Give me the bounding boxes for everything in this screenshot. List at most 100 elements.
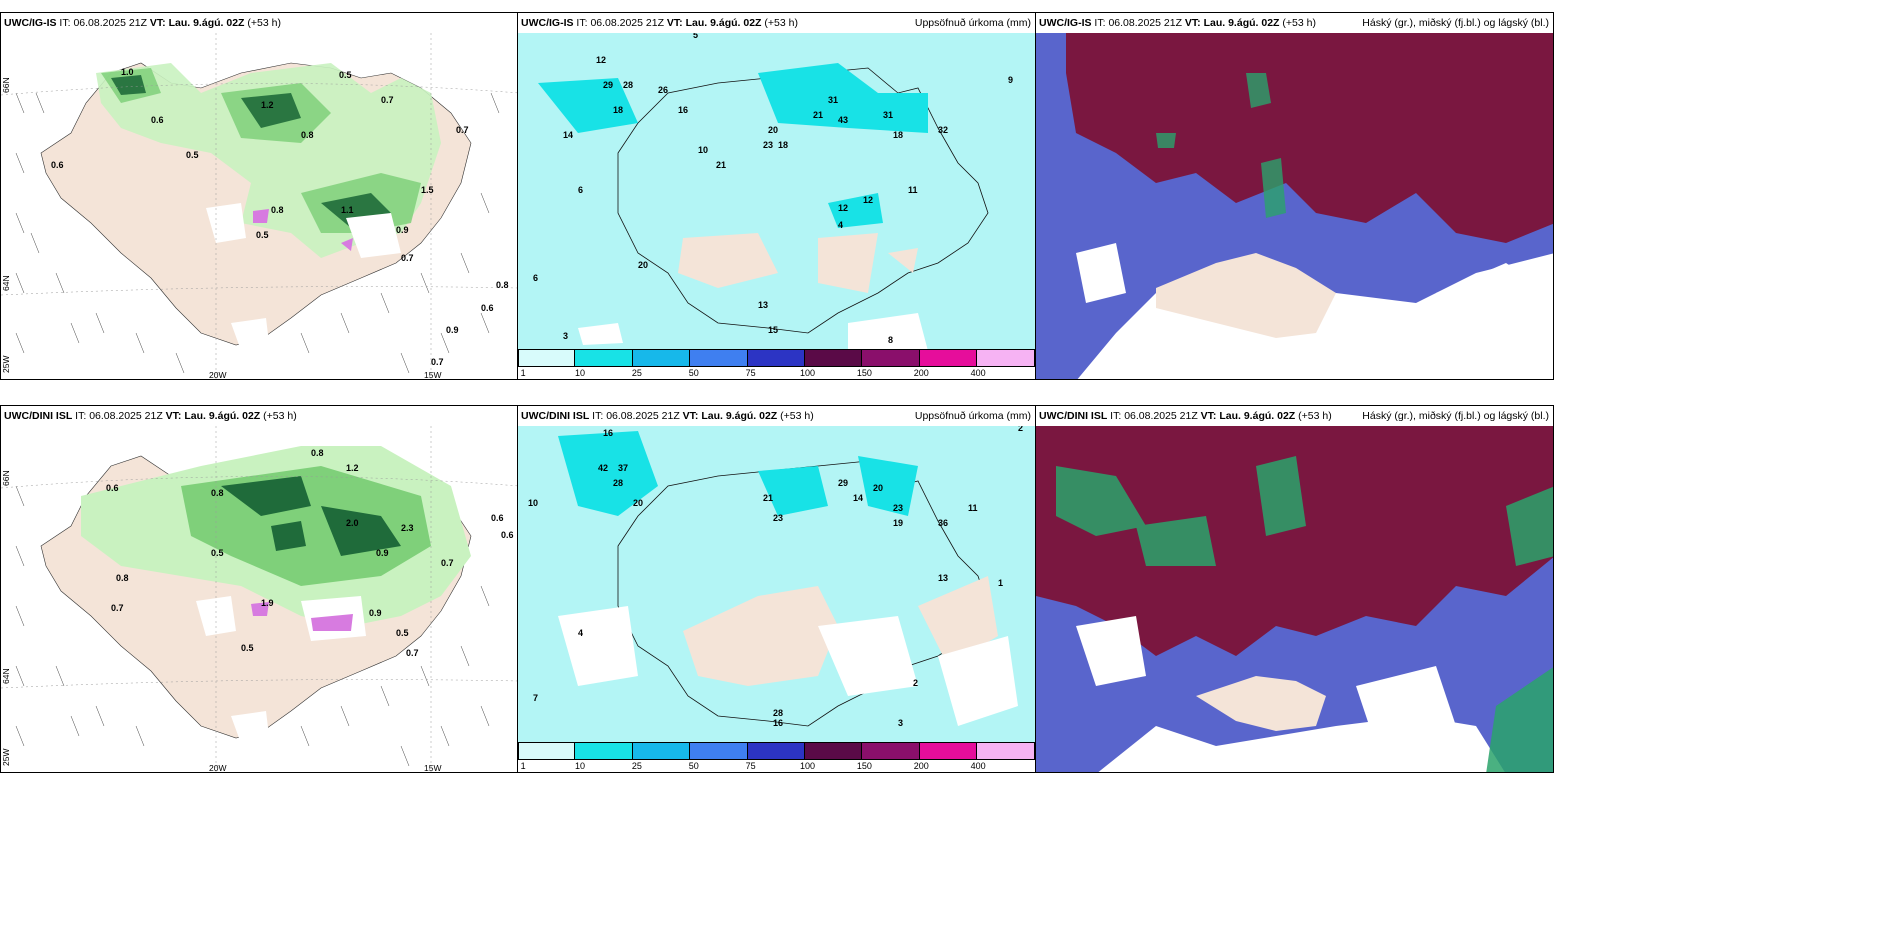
it-label: IT: <box>59 17 71 29</box>
precip-value: 5 <box>693 33 698 40</box>
precip-value: 16 <box>678 105 688 115</box>
panel-ig-clouds: UWC/IG-IS IT: 06.08.2025 21Z VT: Lau. 9.… <box>1035 12 1554 380</box>
colorbar-tick: 10 <box>575 368 586 378</box>
precip-value: 2 <box>1018 426 1023 433</box>
wind-label: 0.5 <box>339 70 352 80</box>
green-precip-dark <box>111 75 391 228</box>
high-cloud-green <box>1056 456 1553 772</box>
colorbar-segment <box>632 742 691 760</box>
init-time: 06.08.2025 21Z <box>1108 17 1182 29</box>
colorbar-tick: 200 <box>913 368 929 378</box>
land <box>1156 253 1336 338</box>
precip-value: 7 <box>533 693 538 703</box>
init-time: 06.08.2025 21Z <box>89 410 163 422</box>
precip-value: 31 <box>883 110 893 120</box>
precip-colorbar: 1 10 25 50 75 100 150 200 400 <box>518 742 1035 772</box>
wind-label: 0.6 <box>151 115 164 125</box>
precip-value: 29 <box>603 80 613 90</box>
precip-value: 6 <box>578 185 583 195</box>
panel-dini-wind: UWC/DINI ISL IT: 06.08.2025 21Z VT: Lau.… <box>0 405 518 773</box>
precip-value: 8 <box>888 335 893 345</box>
valid-time: Lau. 9.ágú. 02Z <box>168 17 245 29</box>
panel-header: UWC/DINI ISL IT: 06.08.2025 21Z VT: Lau.… <box>1036 406 1553 426</box>
lon-20w-label: 20W <box>209 370 226 380</box>
precip-value: 23 <box>893 503 903 513</box>
precip-value: 23 <box>763 140 773 150</box>
dry-land <box>683 576 998 686</box>
vt-label: VT: <box>165 410 182 422</box>
wind-label: 0.9 <box>369 608 382 618</box>
precip-value: 29 <box>838 478 848 488</box>
wind-barbs <box>15 92 500 374</box>
lead-time: (+53 h) <box>247 17 281 29</box>
wind-label: 0.6 <box>501 530 514 540</box>
wind-barbs <box>15 485 490 767</box>
model-name: UWC/DINI ISL <box>521 410 590 422</box>
precip-value: 20 <box>638 260 648 270</box>
wind-label: 0.5 <box>186 150 199 160</box>
colorbar-tick: 25 <box>631 368 642 378</box>
wind-label: 1.5 <box>421 185 434 195</box>
colorbar-frame <box>518 742 1035 760</box>
valid-time: Lau. 9.ágú. 02Z <box>701 410 778 422</box>
wind-label: 0.7 <box>456 125 469 135</box>
purple-patch <box>253 209 353 251</box>
precip-value: 16 <box>773 718 783 728</box>
precip-value: 31 <box>828 95 838 105</box>
high-cloud-green <box>1156 73 1286 218</box>
mid-cloud-maroon <box>1036 426 1553 656</box>
precip-value: 43 <box>838 115 848 125</box>
wind-label: 0.8 <box>211 488 224 498</box>
colorbar-segment <box>690 742 748 760</box>
colorbar-tick: 50 <box>688 761 699 771</box>
colorbar-segment <box>575 349 633 367</box>
it-label: IT: <box>576 17 588 29</box>
mid-cloud-maroon <box>1066 33 1553 243</box>
lat-66n-label: 66N <box>1 470 11 486</box>
init-time: 06.08.2025 21Z <box>1124 410 1198 422</box>
lon-25w-label: 25W <box>1 749 11 766</box>
vt-label: VT: <box>1200 410 1217 422</box>
colorbar-tick: 400 <box>970 761 986 771</box>
wind-label: 0.5 <box>241 643 254 653</box>
lead-time: (+53 h) <box>764 17 798 29</box>
wind-label: 0.6 <box>491 513 504 523</box>
precip-value: 3 <box>563 331 568 341</box>
wind-label: 0.7 <box>431 357 444 367</box>
precip-value: 9 <box>1008 75 1013 85</box>
wind-label: 0.5 <box>256 230 269 240</box>
precip-value: 36 <box>938 518 948 528</box>
wind-map: 0.6 0.8 0.8 1.2 2.0 2.3 0.9 0.5 1.9 0.5 … <box>1 426 517 773</box>
field-title: Uppsöfnuð úrkoma (mm) <box>914 410 1031 422</box>
colorbar-segment <box>804 349 863 367</box>
lead-time: (+53 h) <box>1298 410 1332 422</box>
precip-value: 4 <box>838 220 843 230</box>
lat-64n-label: 64N <box>1 275 11 291</box>
vt-label: VT: <box>666 17 683 29</box>
lon-25w-label: 25W <box>1 356 11 373</box>
precip-value: 16 <box>603 428 613 438</box>
precip-value: 12 <box>596 55 606 65</box>
precip-value: 23 <box>773 513 783 523</box>
precip-value: 2 <box>913 678 918 688</box>
lon-15w-label: 15W <box>424 763 441 773</box>
precip-value: 18 <box>613 105 623 115</box>
lon-20w-label: 20W <box>209 763 226 773</box>
precip-value: 28 <box>613 478 623 488</box>
lead-time: (+53 h) <box>1282 17 1316 29</box>
wind-label: 0.9 <box>376 548 389 558</box>
colorbar-tick: 1 <box>520 368 526 378</box>
valid-time: Lau. 9.ágú. 02Z <box>1203 17 1280 29</box>
model-name: UWC/IG-IS <box>4 17 57 29</box>
precip-value: 28 <box>773 708 783 718</box>
precip-value: 4 <box>578 628 583 638</box>
precip-value: 11 <box>908 185 918 195</box>
colorbar-segment <box>919 742 978 760</box>
init-time: 06.08.2025 21Z <box>590 17 664 29</box>
colorbar-segment <box>518 742 576 760</box>
panel-header: UWC/IG-IS IT: 06.08.2025 21Z VT: Lau. 9.… <box>1036 13 1553 33</box>
cloud-map <box>1036 426 1553 772</box>
wind-label: 2.3 <box>401 523 414 533</box>
precip-value: 12 <box>863 195 873 205</box>
colorbar-segment <box>919 349 978 367</box>
